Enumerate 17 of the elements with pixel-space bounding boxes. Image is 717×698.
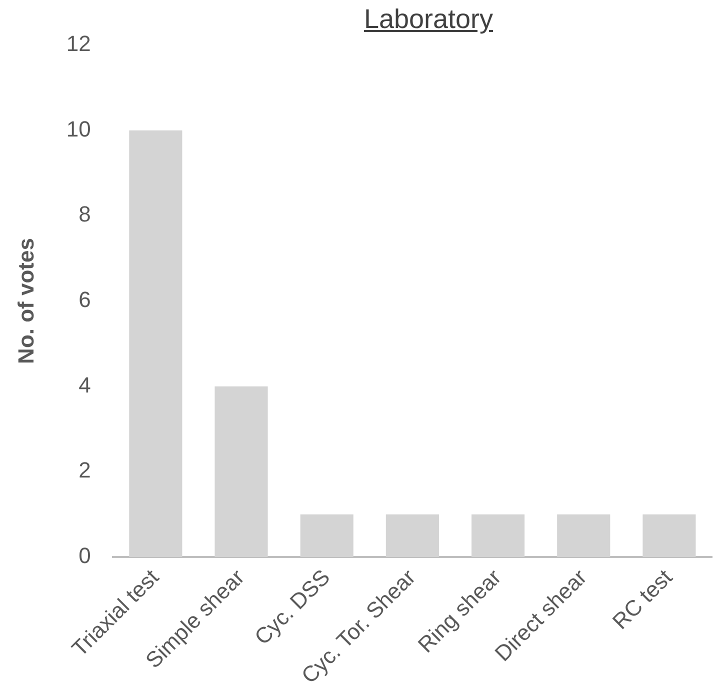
bar bbox=[471, 514, 525, 557]
y-tick-label: 4 bbox=[78, 372, 91, 398]
bar bbox=[214, 386, 268, 557]
y-tick-label: 12 bbox=[66, 31, 91, 56]
bar bbox=[129, 130, 182, 557]
y-tick-label: 8 bbox=[78, 202, 91, 227]
bar bbox=[557, 514, 610, 557]
y-tick-label: 2 bbox=[78, 458, 91, 483]
y-tick-label: 0 bbox=[78, 543, 91, 568]
y-axis-title: No. of votes bbox=[13, 238, 38, 364]
x-tick-label: RC test bbox=[607, 564, 678, 634]
bar bbox=[386, 514, 439, 557]
bar bbox=[642, 514, 696, 557]
y-tick-label: 6 bbox=[78, 287, 91, 312]
y-tick-label: 10 bbox=[66, 116, 91, 142]
bar bbox=[300, 514, 354, 557]
chart-title: Laboratory bbox=[364, 4, 494, 34]
